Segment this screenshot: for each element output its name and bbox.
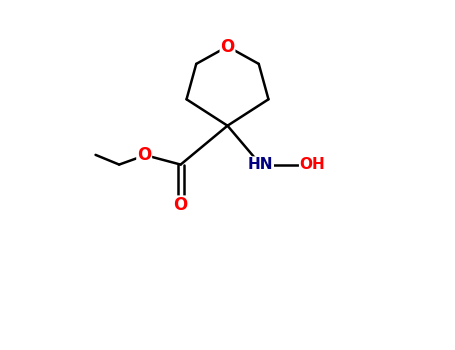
Text: OH: OH — [300, 157, 325, 172]
Text: O: O — [220, 37, 235, 56]
Text: O: O — [173, 196, 188, 214]
Text: O: O — [137, 146, 152, 164]
Text: HN: HN — [248, 157, 273, 172]
